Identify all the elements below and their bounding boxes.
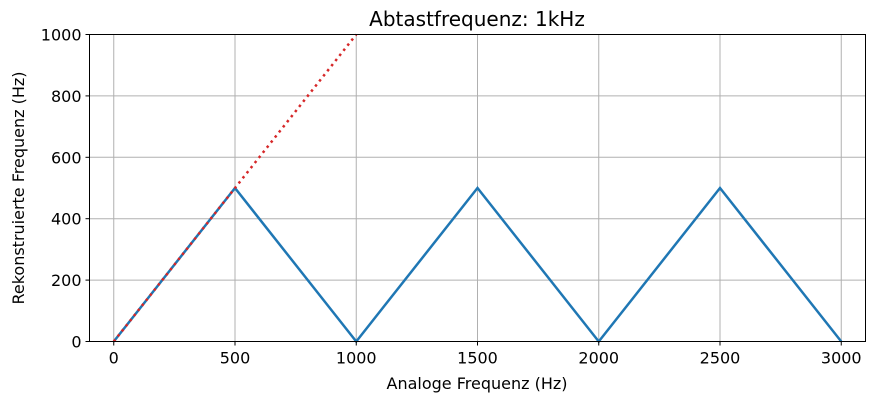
- x-tick-label: 2500: [700, 349, 741, 368]
- x-tick-label: 3000: [821, 349, 862, 368]
- x-tick-label: 0: [109, 349, 119, 368]
- x-tick-label: 1500: [457, 349, 498, 368]
- y-tick-label: 400: [51, 210, 82, 229]
- y-tick-label: 1000: [41, 26, 82, 45]
- x-tick-label: 500: [220, 349, 251, 368]
- x-axis: 0 500 1000 1500 2000 2500 3000: [109, 341, 862, 368]
- series-line-2: [112, 33, 358, 343]
- y-tick-label: 200: [51, 271, 82, 290]
- y-axis-label: Rekonstruierte Frequenz (Hz): [9, 71, 28, 304]
- x-axis-label: Analoge Frequenz (Hz): [387, 374, 568, 393]
- y-axis: 0 200 400 600 800 1000: [41, 26, 90, 352]
- y-tick-label: 800: [51, 87, 82, 106]
- x-tick-label: 1000: [336, 349, 377, 368]
- series-group: [112, 33, 843, 344]
- y-tick-label: 0: [71, 333, 81, 352]
- y-tick-label: 600: [51, 148, 82, 167]
- chart-title: Abtastfrequenz: 1kHz: [369, 7, 585, 31]
- x-tick-label: 2000: [578, 349, 619, 368]
